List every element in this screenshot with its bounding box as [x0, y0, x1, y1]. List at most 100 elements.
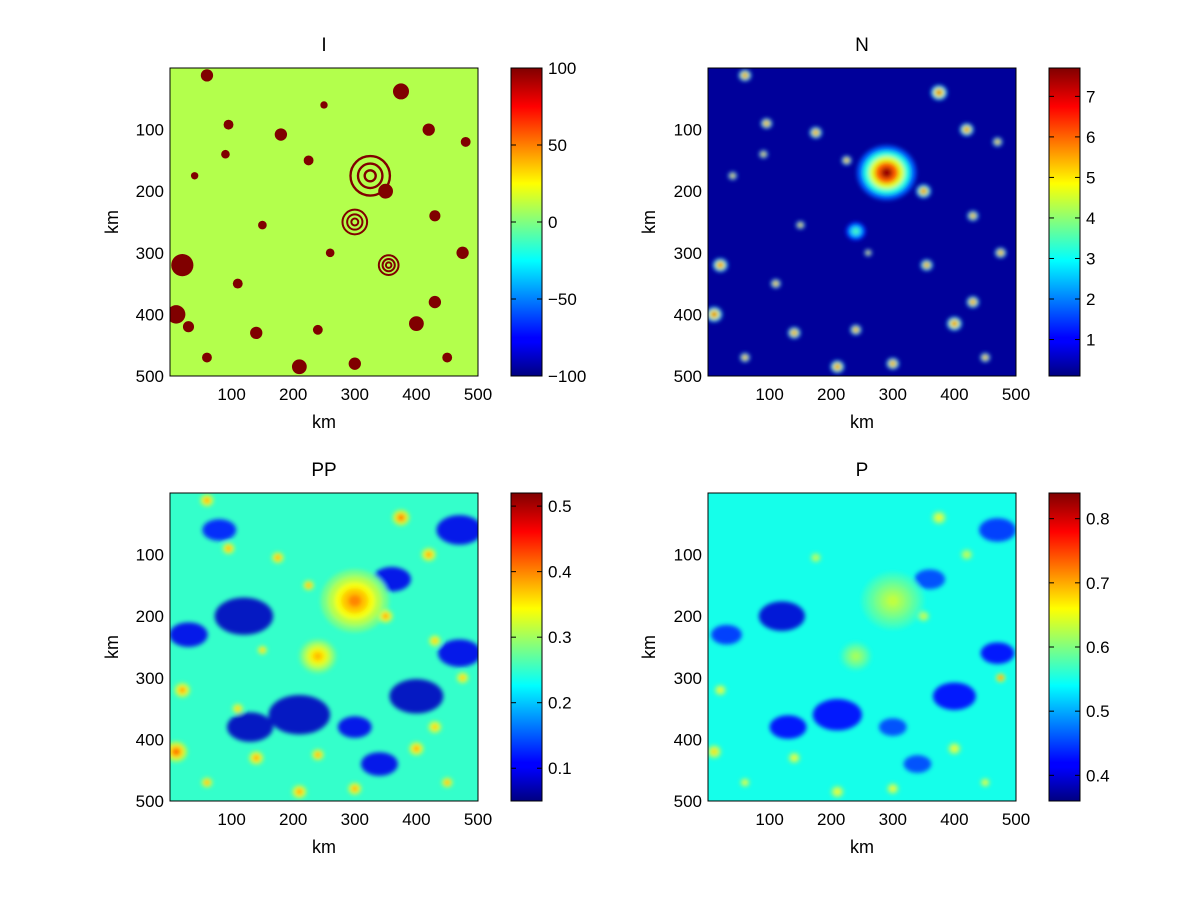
x-tick-label: 100	[217, 385, 245, 404]
x-tick-label: 300	[341, 810, 369, 829]
x-tick-label: 200	[817, 385, 845, 404]
eddy	[718, 688, 723, 693]
feature-patch	[190, 172, 199, 180]
eddy	[921, 188, 927, 194]
feature-patch	[409, 316, 424, 332]
x-tick-label: 500	[1002, 810, 1030, 829]
eddy	[852, 228, 860, 235]
y-axis-label: km	[639, 210, 659, 234]
eddy	[995, 140, 1000, 144]
colorbar-tick-label: −100	[548, 367, 586, 386]
heatmap-background	[170, 68, 478, 376]
x-tick-label: 500	[1002, 385, 1030, 404]
x-tick-label: 500	[464, 385, 492, 404]
y-tick-label: 400	[136, 730, 164, 749]
eddy	[742, 73, 748, 78]
eddy	[352, 786, 358, 791]
plot-frame	[707, 492, 1017, 802]
heatmap-features	[708, 510, 1016, 798]
y-tick-label: 200	[674, 182, 702, 201]
panel-pp: PP 100 200 300 400 500 100 200 300 400 500 km km…	[102, 460, 572, 857]
feature-patch	[460, 136, 471, 147]
low-region	[170, 622, 208, 647]
x-tick-label: 400	[402, 810, 430, 829]
eddy	[983, 781, 987, 785]
y-tick-label: 500	[136, 367, 164, 386]
colorbar-tick-labels: 7 6 5 4 3 2 1	[1049, 87, 1095, 350]
x-axis-label: km	[850, 837, 874, 857]
colorbar-tick-label: 0.2	[548, 694, 572, 713]
low-region	[758, 601, 806, 631]
low-region	[980, 642, 1015, 665]
y-tick-label: 100	[136, 121, 164, 140]
colorbar-tick-label: −50	[548, 290, 577, 309]
low-region	[903, 755, 932, 773]
eddy	[717, 262, 723, 268]
feature-patch	[200, 69, 214, 82]
eddy	[743, 356, 747, 360]
eddy	[924, 263, 929, 268]
colorbar-tick-label: 2	[1086, 290, 1095, 309]
feature-patch	[312, 324, 323, 335]
eddy	[275, 555, 280, 560]
panel-title: P	[856, 460, 869, 481]
heatmap-features	[708, 69, 1007, 373]
eddy	[226, 546, 231, 551]
eddy	[813, 130, 818, 135]
colorbar-tick-label: 0.7	[1086, 574, 1110, 593]
y-axis-label: km	[102, 210, 122, 234]
x-axis-label: km	[312, 412, 336, 432]
colorbar-tick-label: 50	[548, 136, 567, 155]
feature-ring	[350, 217, 360, 227]
x-tick-label: 500	[464, 810, 492, 829]
feature-patch	[456, 246, 469, 259]
feature-patch	[170, 305, 186, 324]
y-tick-label: 500	[136, 792, 164, 811]
feature-ring	[341, 208, 369, 236]
feature-ring	[346, 213, 364, 231]
feature-patch	[274, 128, 288, 141]
feature-patch	[221, 149, 230, 159]
y-tick-label: 100	[136, 546, 164, 565]
low-region	[914, 569, 946, 590]
colorbar-tick-labels: 0.5 0.4 0.3 0.2 0.1	[511, 497, 572, 778]
colorbar-tick-labels: 100 50 0 −50 −100	[511, 59, 586, 386]
low-region	[389, 679, 444, 714]
feature-patch	[258, 220, 267, 230]
plot-frame	[169, 492, 479, 802]
x-tick-label: 300	[879, 810, 907, 829]
eddy	[432, 638, 437, 643]
y-tick-label: 500	[674, 792, 702, 811]
eddy	[936, 90, 942, 96]
feature-patch	[291, 359, 307, 375]
feature-ring	[356, 162, 384, 190]
eddy	[952, 746, 957, 751]
x-tick-label: 300	[879, 385, 907, 404]
colorbar-tick-labels: 0.8 0.7 0.6 0.5 0.4	[1049, 510, 1110, 785]
y-axis-label: km	[639, 635, 659, 659]
feature-patch	[202, 352, 212, 363]
colorbar-tick-label: 5	[1086, 168, 1095, 187]
feature-patch	[303, 155, 314, 166]
y-tick-label: 100	[674, 121, 702, 140]
colorbar	[510, 67, 543, 377]
eddy	[921, 614, 926, 619]
eddy	[398, 514, 404, 521]
eddy	[432, 725, 438, 730]
feature-patch	[428, 295, 442, 309]
eddy	[964, 552, 969, 557]
colorbar-tick-label: 0.5	[1086, 702, 1110, 721]
eddy	[983, 356, 987, 360]
x-tick-label: 200	[279, 810, 307, 829]
feature-ring	[363, 169, 377, 183]
feature-patch	[325, 248, 335, 258]
plot-frame	[169, 67, 479, 377]
colorbar-tick-label: 0	[548, 213, 557, 232]
eddy	[970, 300, 975, 304]
eddy	[866, 251, 870, 254]
low-region	[711, 624, 742, 645]
eddy	[792, 755, 797, 760]
eddy	[880, 167, 893, 179]
eddy	[296, 789, 302, 795]
